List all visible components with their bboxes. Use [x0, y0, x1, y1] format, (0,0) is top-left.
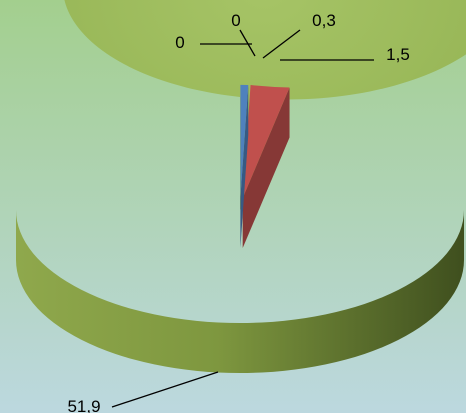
leader-line-2 [262, 29, 301, 59]
pie-slice-1-5-1-side [242, 87, 290, 248]
data-label-3: 1,5 [386, 45, 410, 64]
data-label-2: 0,3 [312, 11, 336, 30]
label-layer: 0 0 0,3 1,5 51,9 [67, 11, 409, 413]
data-label-0: 0 [175, 33, 184, 52]
pie-slice-0-3-2-side [240, 84, 249, 248]
pie-slice-51-9-0-side [16, 210, 464, 373]
leader-line-4 [111, 371, 219, 408]
pie-slice-1-5-1 [242, 85, 290, 198]
data-label-4: 51,9 [67, 397, 100, 413]
pie-layer [16, 0, 466, 373]
pie-slice-0-3-2 [240, 84, 249, 198]
data-label-1: 0 [231, 11, 240, 30]
leader-line-1 [239, 29, 256, 57]
